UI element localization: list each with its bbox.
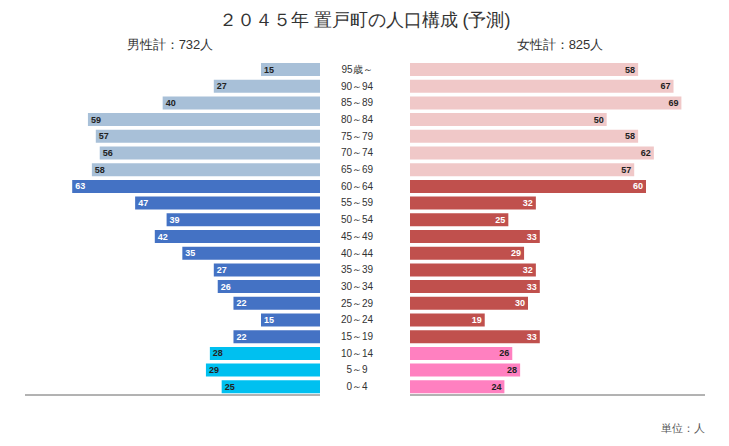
svg-text:57: 57: [621, 165, 631, 175]
svg-text:75～79: 75～79: [341, 131, 374, 142]
svg-text:5～9: 5～9: [346, 364, 368, 375]
svg-text:59: 59: [91, 115, 101, 125]
svg-text:26: 26: [499, 348, 509, 358]
svg-text:57: 57: [99, 131, 109, 141]
svg-text:63: 63: [75, 181, 85, 191]
svg-text:29: 29: [209, 365, 219, 375]
html-text:単位：人: 単位：人: [661, 422, 705, 434]
svg-text:47: 47: [138, 198, 148, 208]
svg-text:95歳～: 95歳～: [341, 64, 372, 75]
svg-text:27: 27: [217, 81, 227, 91]
svg-text:15: 15: [264, 65, 274, 75]
svg-text:90～94: 90～94: [341, 81, 374, 92]
svg-text:15: 15: [264, 315, 274, 325]
svg-text:29: 29: [511, 248, 521, 258]
svg-text:35: 35: [185, 248, 195, 258]
svg-text:45～49: 45～49: [341, 231, 374, 242]
svg-text:50～54: 50～54: [341, 214, 374, 225]
html-text:女性計：825人: 女性計：825人: [516, 37, 604, 52]
svg-text:70～74: 70～74: [341, 147, 374, 158]
svg-text:60～64: 60～64: [341, 181, 374, 192]
svg-text:28: 28: [213, 348, 223, 358]
svg-text:20～24: 20～24: [341, 314, 374, 325]
svg-text:32: 32: [523, 198, 533, 208]
svg-text:39: 39: [170, 215, 180, 225]
svg-text:42: 42: [158, 232, 168, 242]
svg-text:33: 33: [527, 282, 537, 292]
svg-text:69: 69: [668, 98, 678, 108]
svg-text:67: 67: [661, 81, 671, 91]
svg-text:30～34: 30～34: [341, 281, 374, 292]
svg-text:85～89: 85～89: [341, 97, 374, 108]
svg-text:33: 33: [527, 332, 537, 342]
svg-text:40～44: 40～44: [341, 248, 374, 259]
svg-text:33: 33: [527, 232, 537, 242]
svg-text:19: 19: [472, 315, 482, 325]
svg-text:28: 28: [507, 365, 517, 375]
svg-text:15～19: 15～19: [341, 331, 374, 342]
svg-text:25～29: 25～29: [341, 298, 374, 309]
svg-text:58: 58: [625, 65, 635, 75]
svg-text:24: 24: [491, 382, 501, 392]
svg-text:50: 50: [594, 115, 604, 125]
svg-text:22: 22: [236, 298, 246, 308]
svg-text:60: 60: [633, 181, 643, 191]
svg-text:0～4: 0～4: [346, 381, 368, 392]
svg-text:27: 27: [217, 265, 227, 275]
svg-text:25: 25: [495, 215, 505, 225]
svg-text:58: 58: [625, 131, 635, 141]
svg-text:40: 40: [166, 98, 176, 108]
svg-text:10～14: 10～14: [341, 348, 374, 359]
svg-text:56: 56: [103, 148, 113, 158]
html-text:２０４５年 置戸町の人口構成 (予測): ２０４５年 置戸町の人口構成 (予測): [218, 10, 511, 30]
svg-text:25: 25: [225, 382, 235, 392]
svg-text:62: 62: [641, 148, 651, 158]
svg-text:65～69: 65～69: [341, 164, 374, 175]
svg-text:80～84: 80～84: [341, 114, 374, 125]
svg-text:55～59: 55～59: [341, 197, 374, 208]
svg-text:32: 32: [523, 265, 533, 275]
svg-text:58: 58: [95, 165, 105, 175]
svg-text:26: 26: [221, 282, 231, 292]
html-text:男性計：732人: 男性計：732人: [126, 37, 214, 52]
svg-text:35～39: 35～39: [341, 264, 374, 275]
svg-text:22: 22: [236, 332, 246, 342]
svg-text:30: 30: [515, 298, 525, 308]
